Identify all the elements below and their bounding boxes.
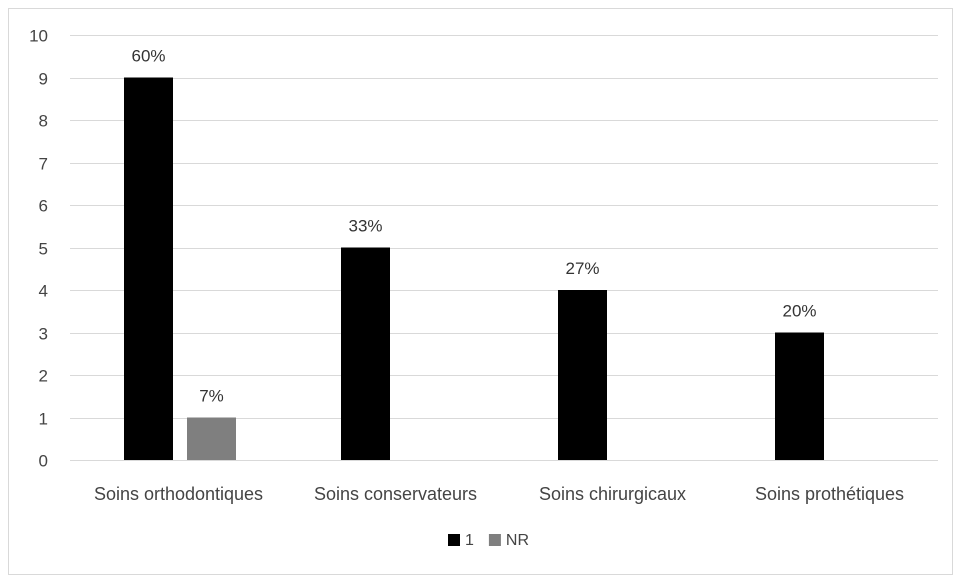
y-tick-label: 3 bbox=[39, 325, 48, 344]
y-tick-label: 6 bbox=[39, 197, 48, 216]
x-category-label: Soins orthodontiques bbox=[94, 484, 263, 504]
y-tick-label: 1 bbox=[39, 410, 48, 429]
data-labels: 60% 7% 33% 27% 20% bbox=[131, 47, 816, 406]
data-label: 20% bbox=[782, 302, 816, 321]
bar-1-2 bbox=[558, 290, 607, 460]
legend-label-NR: NR bbox=[506, 532, 529, 549]
data-label: 60% bbox=[131, 47, 165, 66]
legend-swatch-NR bbox=[488, 534, 501, 546]
y-axis-tick-labels: 0 1 2 3 4 5 6 7 8 9 10 bbox=[29, 27, 48, 471]
bar-NR-0 bbox=[187, 417, 236, 460]
chart-frame bbox=[8, 8, 953, 575]
y-tick-label: 7 bbox=[39, 155, 48, 174]
bar-1-0 bbox=[124, 77, 173, 460]
y-tick-label: 4 bbox=[39, 282, 48, 301]
x-axis-category-labels: Soins orthodontiques Soins conservateurs S… bbox=[94, 484, 904, 504]
x-category-label: Soins conservateurs bbox=[314, 484, 477, 504]
legend: 1 NR bbox=[448, 532, 529, 549]
y-tick-label: 0 bbox=[39, 452, 48, 471]
x-category-label: Soins prothétiques bbox=[755, 484, 904, 504]
legend-label-1: 1 bbox=[465, 532, 474, 549]
bars bbox=[124, 77, 824, 460]
y-tick-label: 8 bbox=[39, 112, 48, 131]
y-tick-label: 5 bbox=[39, 240, 48, 259]
bar-1-1 bbox=[341, 247, 390, 460]
data-label: 33% bbox=[348, 217, 382, 236]
x-category-label: Soins chirurgicaux bbox=[539, 484, 686, 504]
data-label: 7% bbox=[199, 387, 224, 406]
y-tick-label: 2 bbox=[39, 367, 48, 386]
bar-1-3 bbox=[775, 332, 824, 460]
data-label: 27% bbox=[565, 259, 599, 278]
y-tick-label: 9 bbox=[39, 70, 48, 89]
legend-swatch-1 bbox=[448, 534, 460, 546]
y-tick-label: 10 bbox=[29, 27, 48, 46]
